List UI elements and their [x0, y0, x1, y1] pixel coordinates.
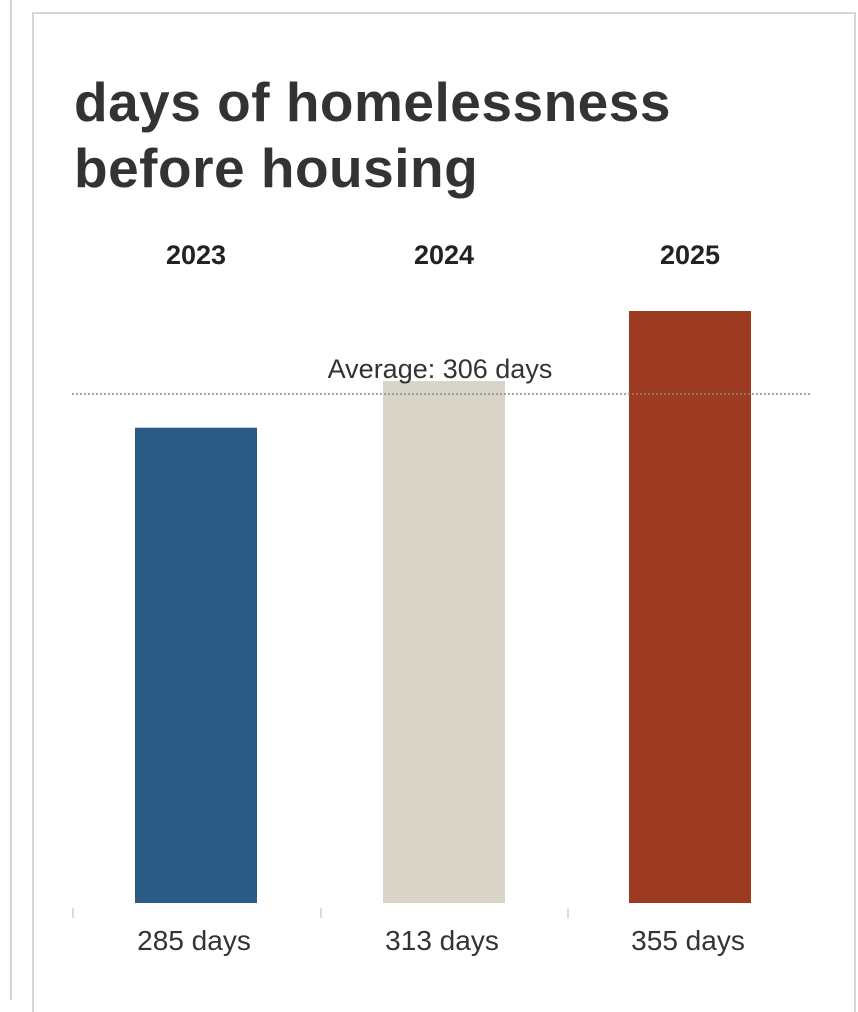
bar-2023 [135, 427, 257, 903]
value-label-2023: 285 days [137, 925, 251, 956]
bar-2025 [629, 311, 751, 903]
chart-title: days of homelessness before housing [74, 71, 671, 199]
value-label-2025: 355 days [631, 925, 745, 956]
category-label-2023: 2023 [166, 240, 226, 270]
category-label-2025: 2025 [660, 240, 720, 270]
bar-2024 [383, 381, 505, 903]
adjacent-panel-edge [0, 0, 12, 1000]
value-label-2024: 313 days [385, 925, 499, 956]
average-label: Average: 306 days [328, 354, 553, 384]
category-label-2024: 2024 [414, 240, 474, 270]
